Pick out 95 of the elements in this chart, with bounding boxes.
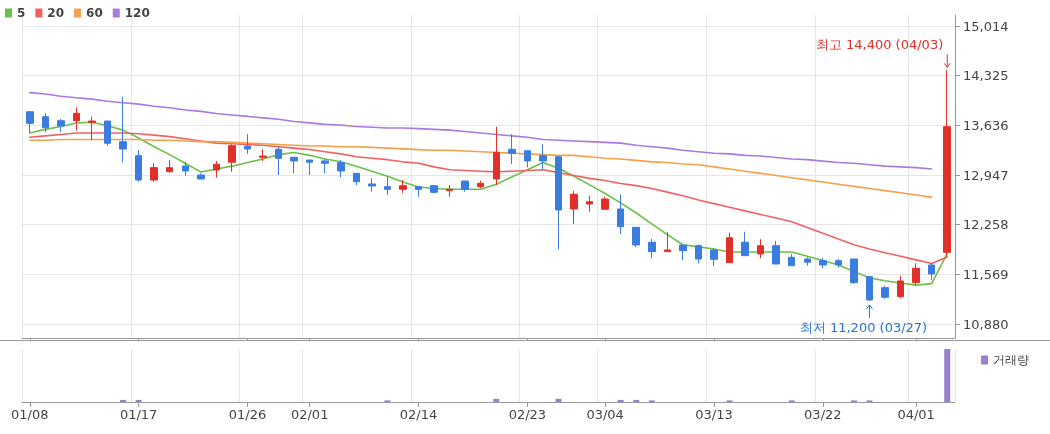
candlestick bbox=[866, 276, 873, 302]
candlestick bbox=[664, 231, 671, 253]
candlestick bbox=[150, 162, 158, 183]
candlestick bbox=[104, 120, 111, 147]
candlestick bbox=[819, 257, 827, 269]
candlestick bbox=[259, 148, 267, 162]
bar bbox=[633, 399, 640, 402]
candlestick bbox=[353, 172, 360, 186]
candlestick bbox=[88, 116, 96, 141]
annotation: 최저 11,200 (03/27) bbox=[799, 320, 928, 336]
candlestick bbox=[306, 159, 313, 176]
y-tick-label: 12,947 bbox=[963, 167, 1009, 183]
x-tick-label: 01/17 bbox=[119, 407, 158, 422]
x-tick-label: 03/22 bbox=[804, 407, 842, 422]
line-series bbox=[28, 121, 949, 286]
candlestick bbox=[73, 106, 80, 132]
annotation: 최고 14,400 (04/03) bbox=[815, 36, 944, 52]
candlestick bbox=[835, 258, 842, 268]
candlestick bbox=[135, 149, 142, 183]
candlestick bbox=[648, 238, 656, 259]
candlestick bbox=[943, 69, 951, 258]
candlestick bbox=[539, 143, 547, 170]
x-tick-label: 02/14 bbox=[399, 407, 438, 422]
y-tick-label: 14,325 bbox=[963, 68, 1009, 84]
legend-label: 5 bbox=[17, 6, 26, 20]
candlestick bbox=[757, 238, 764, 259]
candlestick bbox=[119, 96, 127, 163]
line-series bbox=[28, 138, 933, 198]
y-tick-label: 11,569 bbox=[963, 266, 1009, 282]
candlestick bbox=[461, 180, 469, 193]
y-tick-label: 13,636 bbox=[963, 117, 1009, 133]
candlestick bbox=[493, 126, 500, 186]
x-tick-label: 04/01 bbox=[897, 407, 935, 422]
candlestick bbox=[897, 275, 904, 299]
candlestick bbox=[710, 247, 718, 267]
candlestick bbox=[477, 180, 484, 189]
candlestick bbox=[741, 231, 749, 257]
candlestick bbox=[415, 186, 422, 198]
bar bbox=[944, 349, 951, 402]
x-tick-label: 02/01 bbox=[290, 407, 329, 422]
candlestick bbox=[166, 159, 173, 174]
candlestick bbox=[197, 172, 205, 180]
candlestick bbox=[726, 232, 733, 264]
candlestick bbox=[430, 184, 438, 194]
candlestick bbox=[555, 156, 562, 250]
candlestick bbox=[290, 156, 298, 174]
candlestick bbox=[788, 253, 795, 267]
line-series bbox=[28, 132, 949, 265]
candlestick bbox=[881, 285, 889, 300]
candlestick bbox=[850, 258, 858, 285]
bar bbox=[120, 399, 127, 402]
candlestick bbox=[570, 190, 578, 225]
candlestick bbox=[275, 146, 282, 176]
candlestick bbox=[679, 244, 687, 261]
x-tick-label: 03/13 bbox=[695, 407, 733, 422]
x-tick-label: 02/23 bbox=[508, 407, 547, 422]
y-tick-label: 15,014 bbox=[963, 18, 1009, 34]
x-tick-label: 03/04 bbox=[586, 407, 624, 422]
candlestick bbox=[601, 196, 609, 211]
bar bbox=[135, 399, 142, 402]
candlestick bbox=[368, 177, 376, 193]
candlestick bbox=[228, 143, 236, 173]
candlestick bbox=[508, 133, 516, 165]
candlestick bbox=[446, 184, 453, 198]
candlestick bbox=[772, 240, 780, 265]
candlestick bbox=[617, 193, 624, 235]
candlestick bbox=[804, 256, 811, 267]
bar bbox=[493, 398, 500, 402]
candlestick bbox=[928, 262, 935, 281]
y-tick-label: 12,258 bbox=[963, 217, 1009, 233]
bar bbox=[617, 399, 624, 402]
legend-label: 120 bbox=[124, 6, 150, 20]
bar bbox=[555, 398, 562, 402]
candlestick bbox=[524, 150, 531, 168]
y-tick-label: 10,880 bbox=[963, 316, 1009, 332]
candlestick bbox=[57, 118, 65, 133]
candlestick bbox=[321, 158, 329, 174]
candlestick bbox=[586, 195, 593, 213]
candlestick bbox=[632, 226, 640, 248]
candlestick bbox=[244, 133, 251, 155]
candlestick bbox=[384, 176, 391, 196]
candlestick bbox=[182, 161, 189, 177]
candlestick bbox=[42, 112, 49, 133]
candlestick bbox=[337, 159, 345, 178]
legend-label: 거래량 bbox=[993, 353, 1029, 367]
candlestick bbox=[912, 262, 920, 286]
x-tick-label: 01/08 bbox=[11, 407, 49, 422]
candlestick bbox=[26, 111, 34, 134]
candlestick bbox=[213, 160, 220, 179]
legend-label: 20 bbox=[47, 6, 65, 20]
legend-label: 60 bbox=[86, 6, 103, 20]
x-tick-label: 01/26 bbox=[228, 407, 267, 422]
candlestick bbox=[695, 243, 702, 264]
line-series bbox=[28, 91, 933, 170]
candlestick bbox=[399, 179, 407, 194]
